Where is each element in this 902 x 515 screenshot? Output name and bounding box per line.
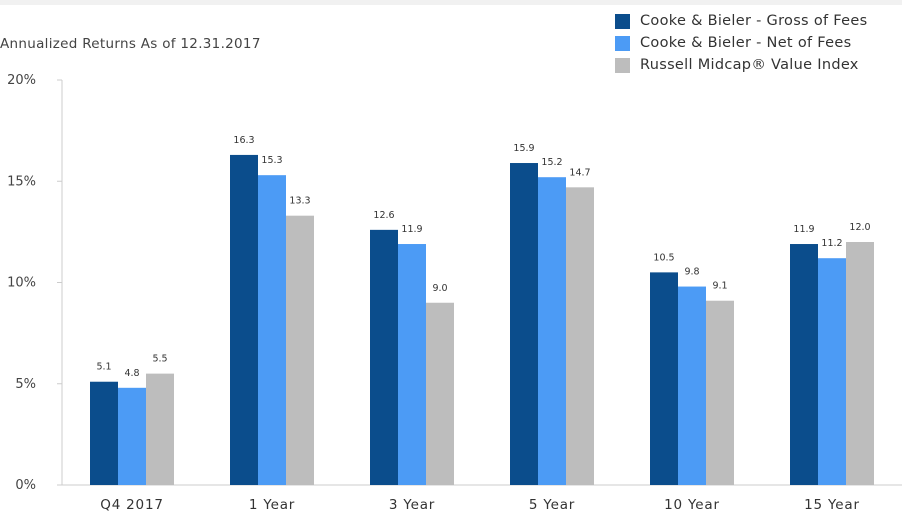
bar <box>510 163 538 485</box>
bar <box>706 300 734 485</box>
x-tick-label: 5 Year <box>529 497 575 513</box>
bar <box>790 244 818 485</box>
data-label: 12.0 <box>849 222 870 233</box>
bar <box>258 175 286 486</box>
data-label: 15.9 <box>513 143 534 154</box>
data-label: 11.9 <box>401 224 422 235</box>
legend-item-net: Cooke & Bieler - Net of Fees <box>615 32 867 54</box>
data-label: 9.0 <box>432 283 447 294</box>
x-tick-label: 15 Year <box>804 497 860 513</box>
data-label: 10.5 <box>653 252 674 263</box>
bar <box>118 387 146 485</box>
legend-item-gross: Cooke & Bieler - Gross of Fees <box>615 10 867 32</box>
data-label: 11.9 <box>793 224 814 235</box>
bar <box>370 229 398 485</box>
legend-label-index: Russell Midcap® Value Index <box>640 57 859 73</box>
x-tick-label: 3 Year <box>389 497 435 513</box>
x-tick-label: Q4 2017 <box>100 497 163 513</box>
bar <box>538 177 566 485</box>
chart-subtitle: Annualized Returns As of 12.31.2017 <box>0 36 261 52</box>
data-label: 11.2 <box>821 238 842 249</box>
data-label: 9.8 <box>684 267 699 278</box>
legend-label-gross: Cooke & Bieler - Gross of Fees <box>640 13 868 29</box>
data-label: 16.3 <box>233 135 254 146</box>
y-tick-label: 15% <box>7 174 36 189</box>
data-label: 14.7 <box>569 167 590 178</box>
y-tick-label: 0% <box>15 478 36 493</box>
bar <box>90 381 118 485</box>
data-label: 12.6 <box>373 210 394 221</box>
bar <box>678 286 706 485</box>
bar <box>846 242 874 485</box>
legend-swatch-net <box>615 35 630 51</box>
bar <box>146 373 174 485</box>
data-label: 15.2 <box>541 157 562 168</box>
legend-swatch-gross <box>615 13 630 29</box>
data-label: 5.1 <box>96 362 111 373</box>
data-label: 15.3 <box>261 155 282 166</box>
bar <box>818 258 846 485</box>
legend-label-net: Cooke & Bieler - Net of Fees <box>640 35 852 51</box>
bar <box>398 244 426 485</box>
bar <box>650 272 678 485</box>
x-tick-label: 1 Year <box>249 497 295 513</box>
bar <box>230 154 258 486</box>
data-label: 5.5 <box>152 354 167 365</box>
bar <box>566 187 594 485</box>
legend-item-index: Russell Midcap® Value Index <box>615 54 867 76</box>
y-tick-label: 5% <box>15 377 36 392</box>
y-tick-label: 10% <box>7 276 36 291</box>
top-rule <box>0 0 902 5</box>
data-label: 9.1 <box>712 281 727 292</box>
chart-legend: Cooke & Bieler - Gross of Fees Cooke & B… <box>615 10 867 76</box>
data-label: 4.8 <box>124 368 139 379</box>
x-tick-label: 10 Year <box>664 497 720 513</box>
bar <box>426 302 454 485</box>
legend-swatch-index <box>615 57 630 73</box>
data-label: 13.3 <box>289 196 310 207</box>
bar <box>286 215 314 486</box>
y-tick-label: 20% <box>7 73 36 88</box>
